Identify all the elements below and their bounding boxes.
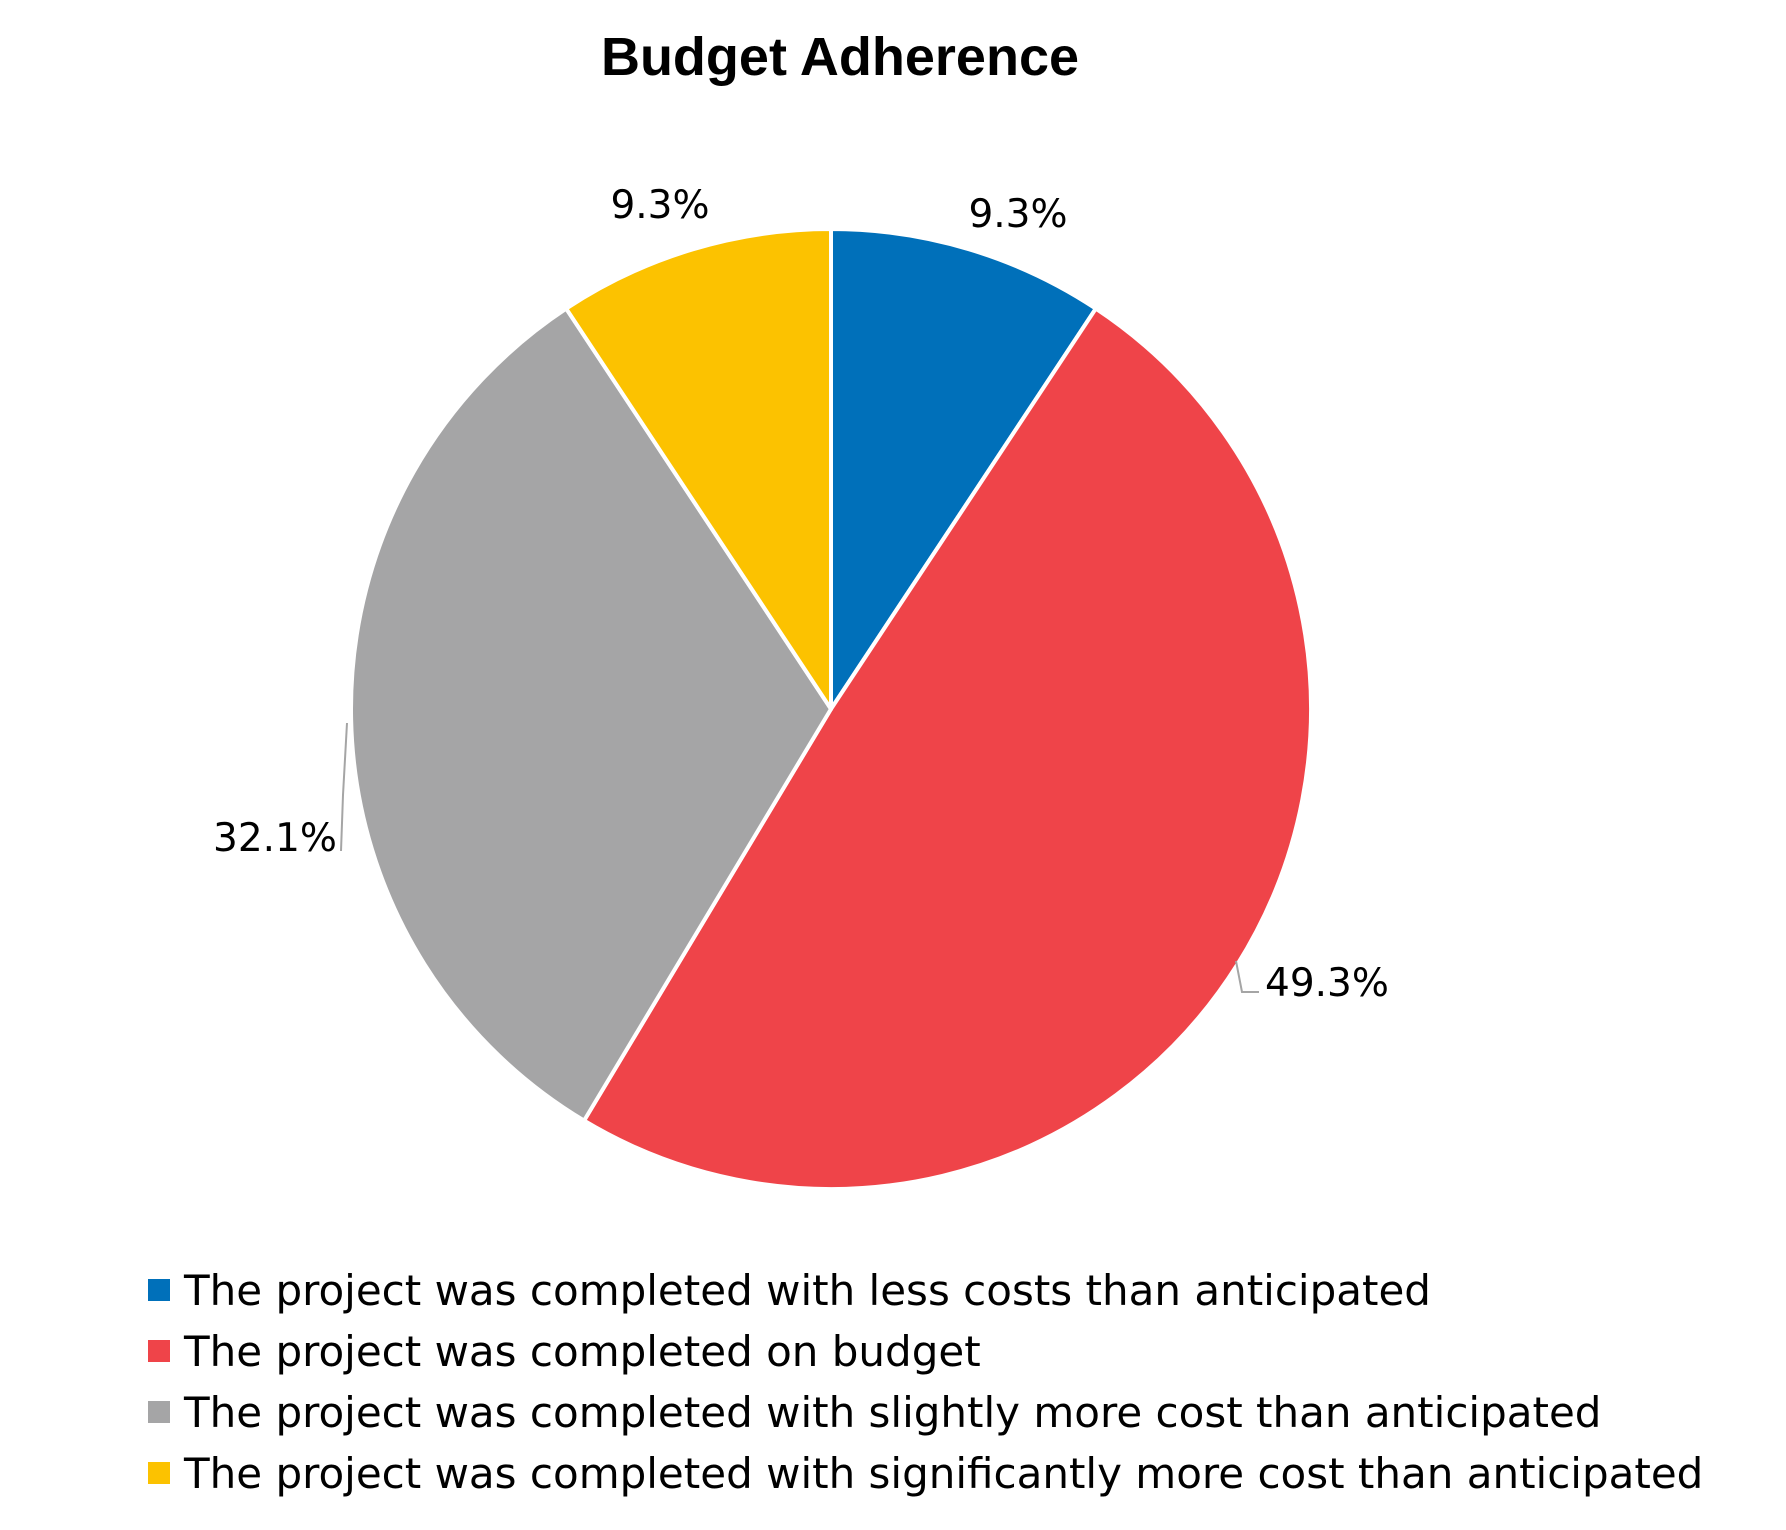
leader-lines bbox=[340, 722, 1259, 993]
pie-slice-3 bbox=[349, 306, 833, 1123]
legend: The project was completed with less cost… bbox=[148, 1266, 1703, 1498]
legend-item-3: The project was completed with slightly … bbox=[148, 1388, 1601, 1437]
chart-title: Budget Adherence bbox=[601, 27, 1079, 87]
legend-label-1: The project was completed with less cost… bbox=[183, 1266, 1431, 1315]
legend-label-4: The project was completed with significa… bbox=[183, 1449, 1703, 1498]
legend-item-2: The project was completed on budget bbox=[148, 1327, 981, 1376]
data-label-2: 49.3% bbox=[1265, 961, 1389, 1006]
leader-line-2 bbox=[1235, 960, 1259, 993]
data-label-3: 32.1% bbox=[213, 816, 337, 861]
legend-label-3: The project was completed with slightly … bbox=[183, 1388, 1601, 1437]
legend-swatch-2 bbox=[148, 1340, 170, 1362]
data-label-1: 9.3% bbox=[968, 192, 1067, 237]
data-label-4: 9.3% bbox=[610, 183, 709, 228]
leader-line-3 bbox=[340, 722, 348, 852]
legend-label-2: The project was completed on budget bbox=[183, 1327, 981, 1376]
legend-item-4: The project was completed with significa… bbox=[148, 1449, 1703, 1498]
pie-slices bbox=[349, 227, 1313, 1191]
pie-slice-4 bbox=[564, 227, 833, 711]
legend-swatch-1 bbox=[148, 1279, 170, 1301]
pie-slice-1 bbox=[829, 227, 1098, 711]
legend-swatch-3 bbox=[148, 1401, 170, 1423]
legend-item-1: The project was completed with less cost… bbox=[148, 1266, 1431, 1315]
legend-swatch-4 bbox=[148, 1462, 170, 1484]
data-labels: 9.3% 49.3% 32.1% 9.3% bbox=[213, 183, 1389, 1006]
